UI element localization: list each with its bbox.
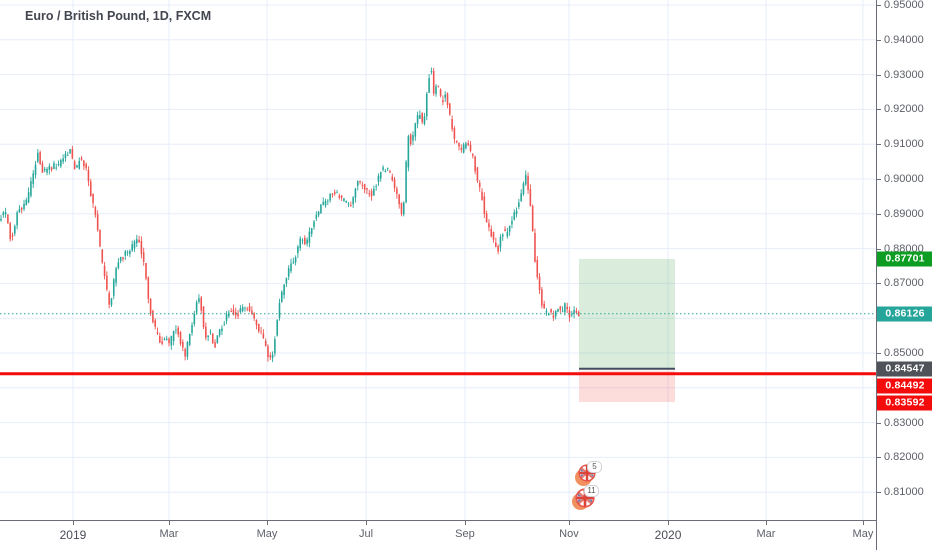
price-axis-label: 0.87000 — [884, 277, 924, 290]
price-tick — [877, 5, 881, 6]
time-tick — [72, 521, 74, 525]
event-count-badge: 5 — [587, 461, 602, 473]
time-axis-label: May — [256, 528, 278, 540]
price-axis-label: 0.94000 — [884, 33, 924, 46]
price-axis-label: 0.93000 — [884, 68, 924, 81]
price-axis-label: 0.90000 — [884, 173, 924, 185]
price-axis[interactable]: 0.95000 0.94000 0.93000 0.92000 0.91000 0.900… — [876, 0, 932, 520]
time-tick — [168, 521, 170, 525]
time-axis-label: 2020 — [654, 528, 682, 542]
time-tick — [464, 521, 466, 525]
time-axis-label: Sep — [455, 528, 475, 540]
price-tick — [877, 457, 881, 459]
symbol-legend[interactable]: Euro / British Pound, 1D, FXCM — [25, 9, 211, 23]
price-tick — [877, 353, 881, 354]
time-axis-label: Mar — [159, 528, 179, 540]
price-tick — [877, 422, 881, 424]
economic-event-badge-uk[interactable]: 11 — [572, 485, 601, 510]
price-axis-label: 0.85000 — [884, 347, 924, 359]
price-tag: 0.84492 — [877, 378, 932, 394]
time-axis-label: 2019 — [59, 528, 87, 542]
price-tick — [877, 492, 881, 494]
price-tick — [877, 74, 881, 76]
price-tick — [877, 248, 881, 250]
price-tick — [877, 213, 881, 215]
price-axis-label: 0.89000 — [884, 207, 924, 220]
price-axis-label: 0.95000 — [884, 0, 924, 11]
price-axis-label: 0.91000 — [884, 138, 924, 151]
economic-event-badge-uk[interactable]: 5 — [575, 461, 604, 486]
time-tick — [668, 521, 670, 525]
price-tag: 0.84547 — [877, 361, 932, 377]
time-axis[interactable]: 2019 Mar May Jul Sep Nov 2020 Mar May — [0, 520, 932, 550]
price-tick — [877, 179, 881, 180]
price-tick — [877, 283, 881, 285]
price-tick — [877, 109, 881, 111]
time-axis-label: May — [852, 528, 874, 540]
price-chart-pane[interactable]: Euro / British Pound, 1D, FXCM 5 — [0, 0, 876, 520]
time-tick — [568, 521, 570, 525]
symbol-title: Euro / British Pound, 1D, FXCM — [25, 9, 212, 23]
price-tick — [877, 39, 881, 41]
event-count-badge: 11 — [584, 485, 599, 497]
time-axis-label: Nov — [559, 528, 579, 540]
price-axis-label: 0.83000 — [884, 416, 924, 429]
price-tag: 0.87701 — [877, 251, 932, 267]
price-axis-label: 0.92000 — [884, 103, 924, 116]
price-tick — [877, 144, 881, 146]
time-tick — [862, 521, 864, 525]
time-axis-label: Jul — [358, 528, 374, 540]
price-axis-label: 0.82000 — [884, 451, 924, 464]
time-tick — [765, 521, 767, 525]
price-tag: 0.86126 — [877, 306, 932, 322]
time-axis-label: Mar — [756, 528, 776, 540]
price-tag: 0.83592 — [877, 395, 932, 411]
candlestick-chart[interactable] — [0, 0, 876, 520]
axis-corner — [876, 520, 932, 550]
time-tick — [267, 521, 268, 525]
time-tick — [365, 521, 367, 525]
price-axis-label: 0.81000 — [884, 486, 924, 499]
